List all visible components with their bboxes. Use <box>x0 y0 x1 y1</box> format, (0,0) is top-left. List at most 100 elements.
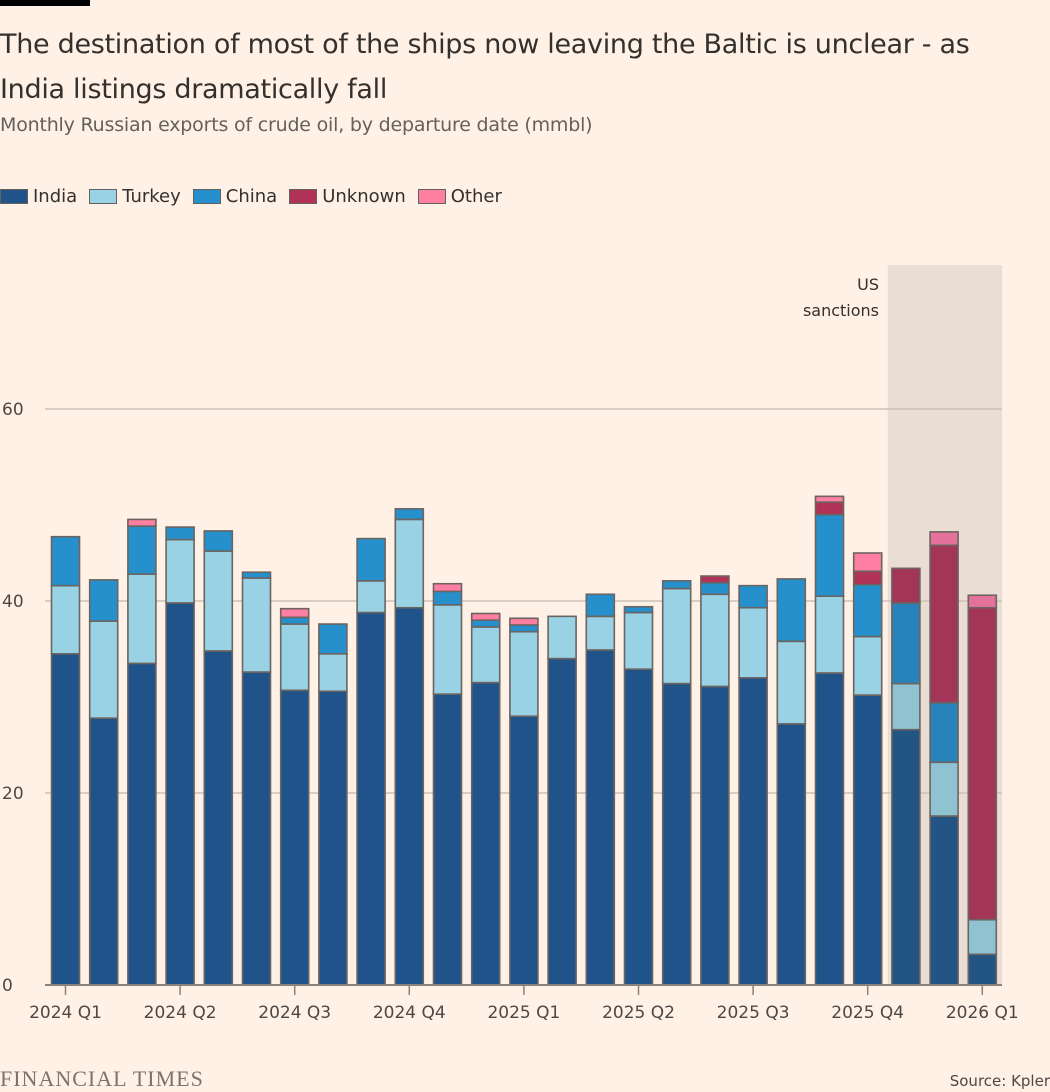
bar-segment-other <box>509 617 539 626</box>
bar-segment-turkey <box>470 626 501 684</box>
chart-title: The destination of most of the ships now… <box>0 29 970 105</box>
bar-segment-turkey <box>929 761 959 817</box>
bar-segment-china <box>814 513 845 597</box>
bar-segment-turkey <box>509 630 539 717</box>
bar-segment-india <box>852 694 883 986</box>
x-tick-label: 2025 Q1 <box>487 1003 560 1023</box>
legend-swatch <box>192 189 221 204</box>
bar-segment-india <box>88 717 119 986</box>
bar-segment-unknown <box>700 575 730 584</box>
x-tick-label: 2026 Q1 <box>946 1003 1019 1023</box>
bar-segment-turkey <box>279 623 310 692</box>
bar-segment-india <box>318 690 348 986</box>
bar-segment-turkey <box>661 587 692 685</box>
bar-segment-other <box>432 582 463 593</box>
x-tick-label: 2025 Q3 <box>717 1003 790 1023</box>
bar-segment-turkey <box>165 538 195 604</box>
source-note: Source: Kpler <box>949 1072 1050 1090</box>
bar-segment-china <box>929 701 959 764</box>
bar-segment-india <box>279 689 310 986</box>
legend-label: Other <box>450 186 502 207</box>
legend-item-turkey: Turkey <box>89 186 181 207</box>
bar-segment-india <box>203 650 234 986</box>
legend-label: Unknown <box>322 186 406 207</box>
bar-segment-china <box>279 616 310 625</box>
bar-segment-unknown <box>852 570 883 586</box>
x-tick-label: 2025 Q2 <box>602 1003 675 1023</box>
bar-segment-china <box>891 602 921 685</box>
bar-segment-turkey <box>738 606 768 679</box>
bar-segment-china <box>127 525 157 575</box>
bar-segment-unknown <box>814 501 845 516</box>
bar-segment-turkey <box>700 593 730 688</box>
bar-segment-unknown <box>967 606 998 921</box>
bar-segment-india <box>891 728 921 986</box>
bar-segment-india <box>623 668 654 986</box>
annotation-text: sanctions <box>803 301 879 320</box>
bar-segment-china <box>776 578 807 643</box>
bar-segment-other <box>470 612 501 621</box>
bar-segment-china <box>50 535 81 587</box>
bar-segment-china <box>356 537 386 582</box>
x-tick-label: 2024 Q3 <box>258 1003 331 1023</box>
legend: India Turkey China Unknown Other <box>0 186 514 207</box>
bar-segment-india <box>661 682 692 986</box>
y-tick-label: 0 <box>2 976 13 996</box>
legend-label: Turkey <box>122 186 181 207</box>
bar-segment-india <box>967 953 998 986</box>
bar-segment-india <box>585 649 616 986</box>
bar-segment-turkey <box>127 573 157 665</box>
bar-segment-turkey <box>394 518 425 609</box>
bar-segment-other <box>279 607 310 619</box>
bar-segment-turkey <box>547 615 577 660</box>
y-tick-label: 60 <box>2 400 24 420</box>
bar-segment-india <box>814 672 845 986</box>
brand-bar <box>0 0 90 6</box>
bar-segment-india <box>547 657 577 986</box>
bar-segment-turkey <box>891 682 921 731</box>
bar-segment-china <box>661 580 692 590</box>
stacked-bar-chart: 0 20 40 60 US sanctions 2024 Q1 2024 Q2 2024 Q3 2… <box>2 265 1019 1023</box>
bar-segment-turkey <box>814 595 845 674</box>
bar-segment-china <box>700 581 730 596</box>
y-tick-label: 20 <box>2 784 24 804</box>
bar-segment-india <box>929 815 959 986</box>
bar-segment-china <box>88 579 119 622</box>
legend-item-other: Other <box>417 186 502 207</box>
bar-segment-india <box>127 662 157 986</box>
legend-item-china: China <box>192 186 277 207</box>
bar-segment-other <box>814 495 845 503</box>
publisher-logo: FINANCIAL TIMES <box>0 1066 204 1091</box>
x-tick-label: 2024 Q2 <box>144 1003 217 1023</box>
legend-swatch <box>0 189 28 204</box>
bar-segment-china <box>394 508 425 521</box>
bar-segment-other <box>967 594 998 609</box>
annotation-text: US <box>857 275 879 294</box>
bar-segment-china <box>585 593 616 618</box>
legend-swatch <box>289 189 318 204</box>
bar-segment-india <box>356 611 386 986</box>
bar-segment-turkey <box>585 615 616 651</box>
bar-segment-india <box>394 606 425 986</box>
chart-subtitle: Monthly Russian exports of crude oil, by… <box>0 114 593 136</box>
bar-segment-turkey <box>241 577 272 673</box>
bar-segment-china <box>738 584 768 609</box>
bar-segment-china <box>165 526 195 541</box>
bar-segment-china <box>623 605 654 614</box>
bar-segment-india <box>700 685 730 986</box>
bar-segment-india <box>50 652 81 986</box>
bar-segment-india <box>241 671 272 986</box>
y-tick-label: 40 <box>2 592 24 612</box>
bar-segment-india <box>470 681 501 986</box>
bar-segment-china <box>318 623 348 655</box>
bar-segment-turkey <box>432 604 463 695</box>
bar-segment-other <box>127 518 157 527</box>
bar-segment-turkey <box>776 640 807 725</box>
bar-segment-india <box>776 723 807 986</box>
bar-segment-turkey <box>623 611 654 670</box>
bar-segment-india <box>738 676 768 986</box>
bar-segment-china <box>470 619 501 628</box>
bar-segment-india <box>509 715 539 986</box>
x-tick-label: 2024 Q4 <box>373 1003 446 1023</box>
x-tick-label: 2025 Q4 <box>831 1003 904 1023</box>
